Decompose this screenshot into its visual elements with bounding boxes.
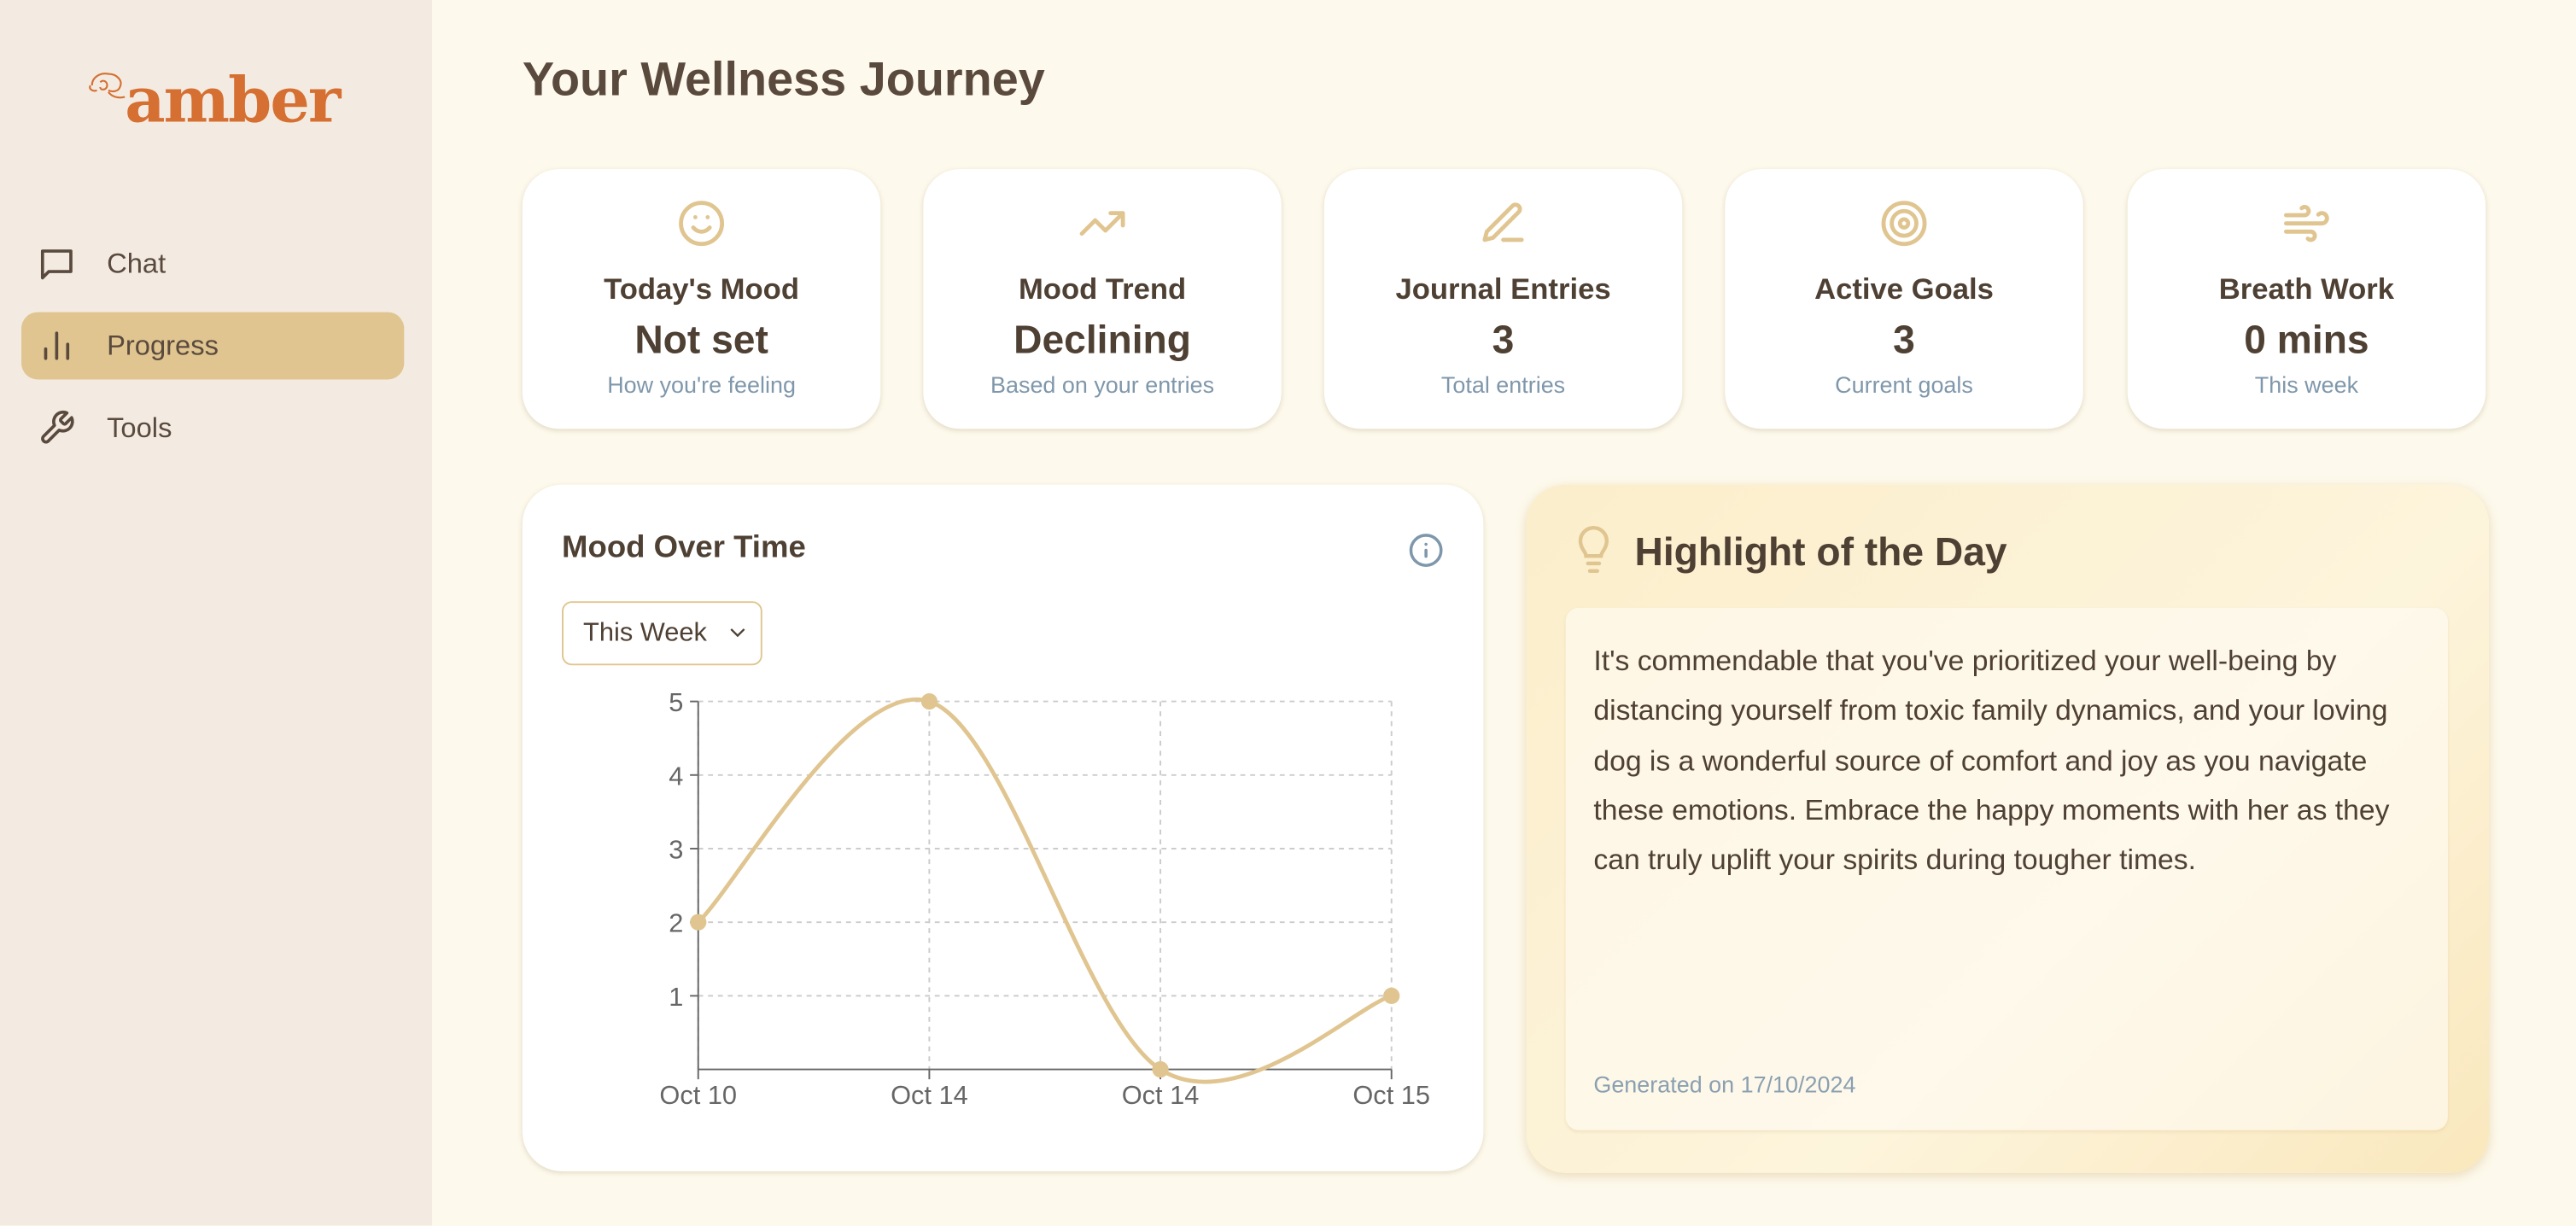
trending-up-icon bbox=[1079, 211, 1125, 236]
x-tick-label: Oct 14 bbox=[1122, 1080, 1200, 1110]
wind-icon bbox=[2283, 205, 2329, 242]
stat-value: 3 bbox=[1893, 318, 1915, 364]
stat-subtitle: Total entries bbox=[1440, 371, 1566, 398]
stat-title: Breath Work bbox=[2218, 272, 2395, 306]
data-point bbox=[1383, 987, 1400, 1005]
stat-card: Journal Entries 3 Total entries bbox=[1323, 169, 1683, 429]
data-point bbox=[690, 914, 707, 931]
sidebar-item-chat[interactable]: Chat bbox=[21, 230, 404, 297]
stat-title: Today's Mood bbox=[604, 272, 800, 306]
highlight-body: It's commendable that you've prioritized… bbox=[1565, 607, 2448, 1130]
y-tick-label: 3 bbox=[669, 835, 683, 865]
lightbulb-icon bbox=[1578, 526, 1609, 573]
stat-card: Today's Mood Not set How you're feeling bbox=[522, 169, 881, 429]
mood-chart-card: Mood Over Time This Week 1 2 3 4 5 Oct 10 Oct … bbox=[522, 484, 1484, 1171]
stat-card: Breath Work 0 mins This week bbox=[2127, 169, 2486, 429]
stat-card: Mood Trend Declining Based on your entri… bbox=[923, 169, 1282, 429]
stat-value: 0 mins bbox=[2244, 318, 2369, 364]
highlight-text: It's commendable that you've prioritized… bbox=[1593, 644, 2390, 876]
chart-title: Mood Over Time bbox=[562, 530, 806, 565]
stat-value: Declining bbox=[1013, 318, 1191, 364]
time-range-select[interactable]: This Week bbox=[562, 601, 762, 666]
highlight-card: Highlight of the Day It's commendable th… bbox=[1526, 484, 2490, 1173]
info-icon[interactable] bbox=[1408, 532, 1444, 568]
sidebar-item-label: Progress bbox=[107, 329, 219, 361]
stat-title: Journal Entries bbox=[1395, 272, 1611, 306]
sidebar-item-tools[interactable]: Tools bbox=[21, 394, 404, 462]
y-tick-label: 4 bbox=[669, 761, 683, 791]
sidebar-item-label: Tools bbox=[107, 411, 172, 443]
highlight-generated-date: Generated on 17/10/2024 bbox=[1593, 1071, 1856, 1098]
data-point bbox=[1152, 1060, 1169, 1078]
y-tick-label: 1 bbox=[669, 982, 683, 1012]
x-tick-label: Oct 14 bbox=[891, 1080, 968, 1110]
bar-chart-icon bbox=[44, 331, 70, 360]
stat-title: Active Goals bbox=[1814, 272, 1994, 306]
brand-logo: amber bbox=[125, 62, 341, 137]
chevron-down-icon bbox=[730, 628, 745, 638]
sidebar-item-label: Chat bbox=[107, 247, 166, 279]
stat-subtitle: How you're feeling bbox=[607, 371, 796, 398]
page-title: Your Wellness Journey bbox=[522, 54, 1045, 108]
y-tick-label: 5 bbox=[669, 687, 683, 717]
x-tick-label: Oct 10 bbox=[659, 1080, 737, 1110]
brain-logo-icon bbox=[89, 73, 126, 99]
target-icon bbox=[1881, 201, 1927, 247]
stat-value: 3 bbox=[1492, 318, 1515, 364]
message-square-icon bbox=[40, 249, 73, 280]
x-tick-label: Oct 15 bbox=[1352, 1080, 1430, 1110]
stat-value: Not set bbox=[634, 318, 768, 364]
stat-subtitle: Current goals bbox=[1835, 371, 1973, 398]
data-point bbox=[920, 692, 938, 710]
stat-card: Active Goals 3 Current goals bbox=[1725, 169, 2083, 429]
sidebar-item-progress[interactable]: Progress bbox=[21, 312, 405, 380]
pen-icon bbox=[1482, 202, 1524, 242]
y-tick-label: 2 bbox=[669, 908, 683, 938]
sidebar: amber Chat Progress Tools bbox=[0, 0, 433, 1226]
stat-title: Mood Trend bbox=[1018, 272, 1187, 306]
highlight-title: Highlight of the Day bbox=[1634, 530, 2007, 575]
mood-line-chart: 1 2 3 4 5 Oct 10 Oct 14 Oct 14 Oct 15 bbox=[659, 687, 1430, 1110]
stat-subtitle: Based on your entries bbox=[990, 371, 1215, 398]
stat-subtitle: This week bbox=[2254, 371, 2359, 398]
smile-icon bbox=[679, 201, 725, 247]
mood-line bbox=[697, 697, 1393, 1084]
wrench-icon bbox=[41, 410, 74, 444]
select-value: This Week bbox=[583, 618, 707, 647]
